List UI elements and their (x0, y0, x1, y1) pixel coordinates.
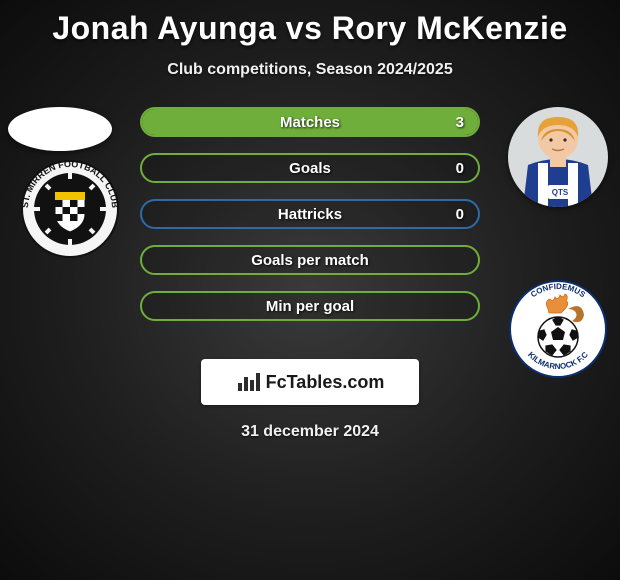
left-club-badge: ST. MIRREN FOOTBALL CLUB (20, 159, 120, 259)
stat-label: Goals per match (251, 252, 369, 269)
subtitle: Club competitions, Season 2024/2025 (0, 61, 620, 79)
brand-bar-icon (236, 371, 260, 393)
stat-bars: Matches 3 Goals 0 Hattricks 0 Goals per match M… (140, 107, 480, 337)
stat-bar: Hattricks 0 (140, 199, 480, 229)
page-title: Jonah Ayunga vs Rory McKenzie (0, 0, 620, 47)
stat-label: Goals (289, 160, 331, 177)
svg-text:QTS: QTS (552, 188, 569, 197)
brand-box: FcTables.com (201, 359, 419, 405)
stat-value-right: 3 (456, 114, 464, 131)
date-line: 31 december 2024 (0, 423, 620, 441)
right-club-badge: CONFIDEMUS KILMARNOCK F.C (508, 279, 608, 379)
stat-bar: Min per goal (140, 291, 480, 321)
stat-label: Matches (280, 114, 340, 131)
stat-bar: Goals 0 (140, 153, 480, 183)
comparison-stage: Matches 3 Goals 0 Hattricks 0 Goals per match M… (0, 99, 620, 479)
stat-bar: Matches 3 (140, 107, 480, 137)
brand-text: FcTables.com (266, 372, 385, 393)
stat-label: Min per goal (266, 298, 354, 315)
left-player-photo (8, 107, 112, 151)
stat-value-right: 0 (456, 206, 464, 223)
stat-label: Hattricks (278, 206, 342, 223)
right-player-photo: QTS (508, 107, 608, 207)
stat-bar: Goals per match (140, 245, 480, 275)
stat-value-right: 0 (456, 160, 464, 177)
